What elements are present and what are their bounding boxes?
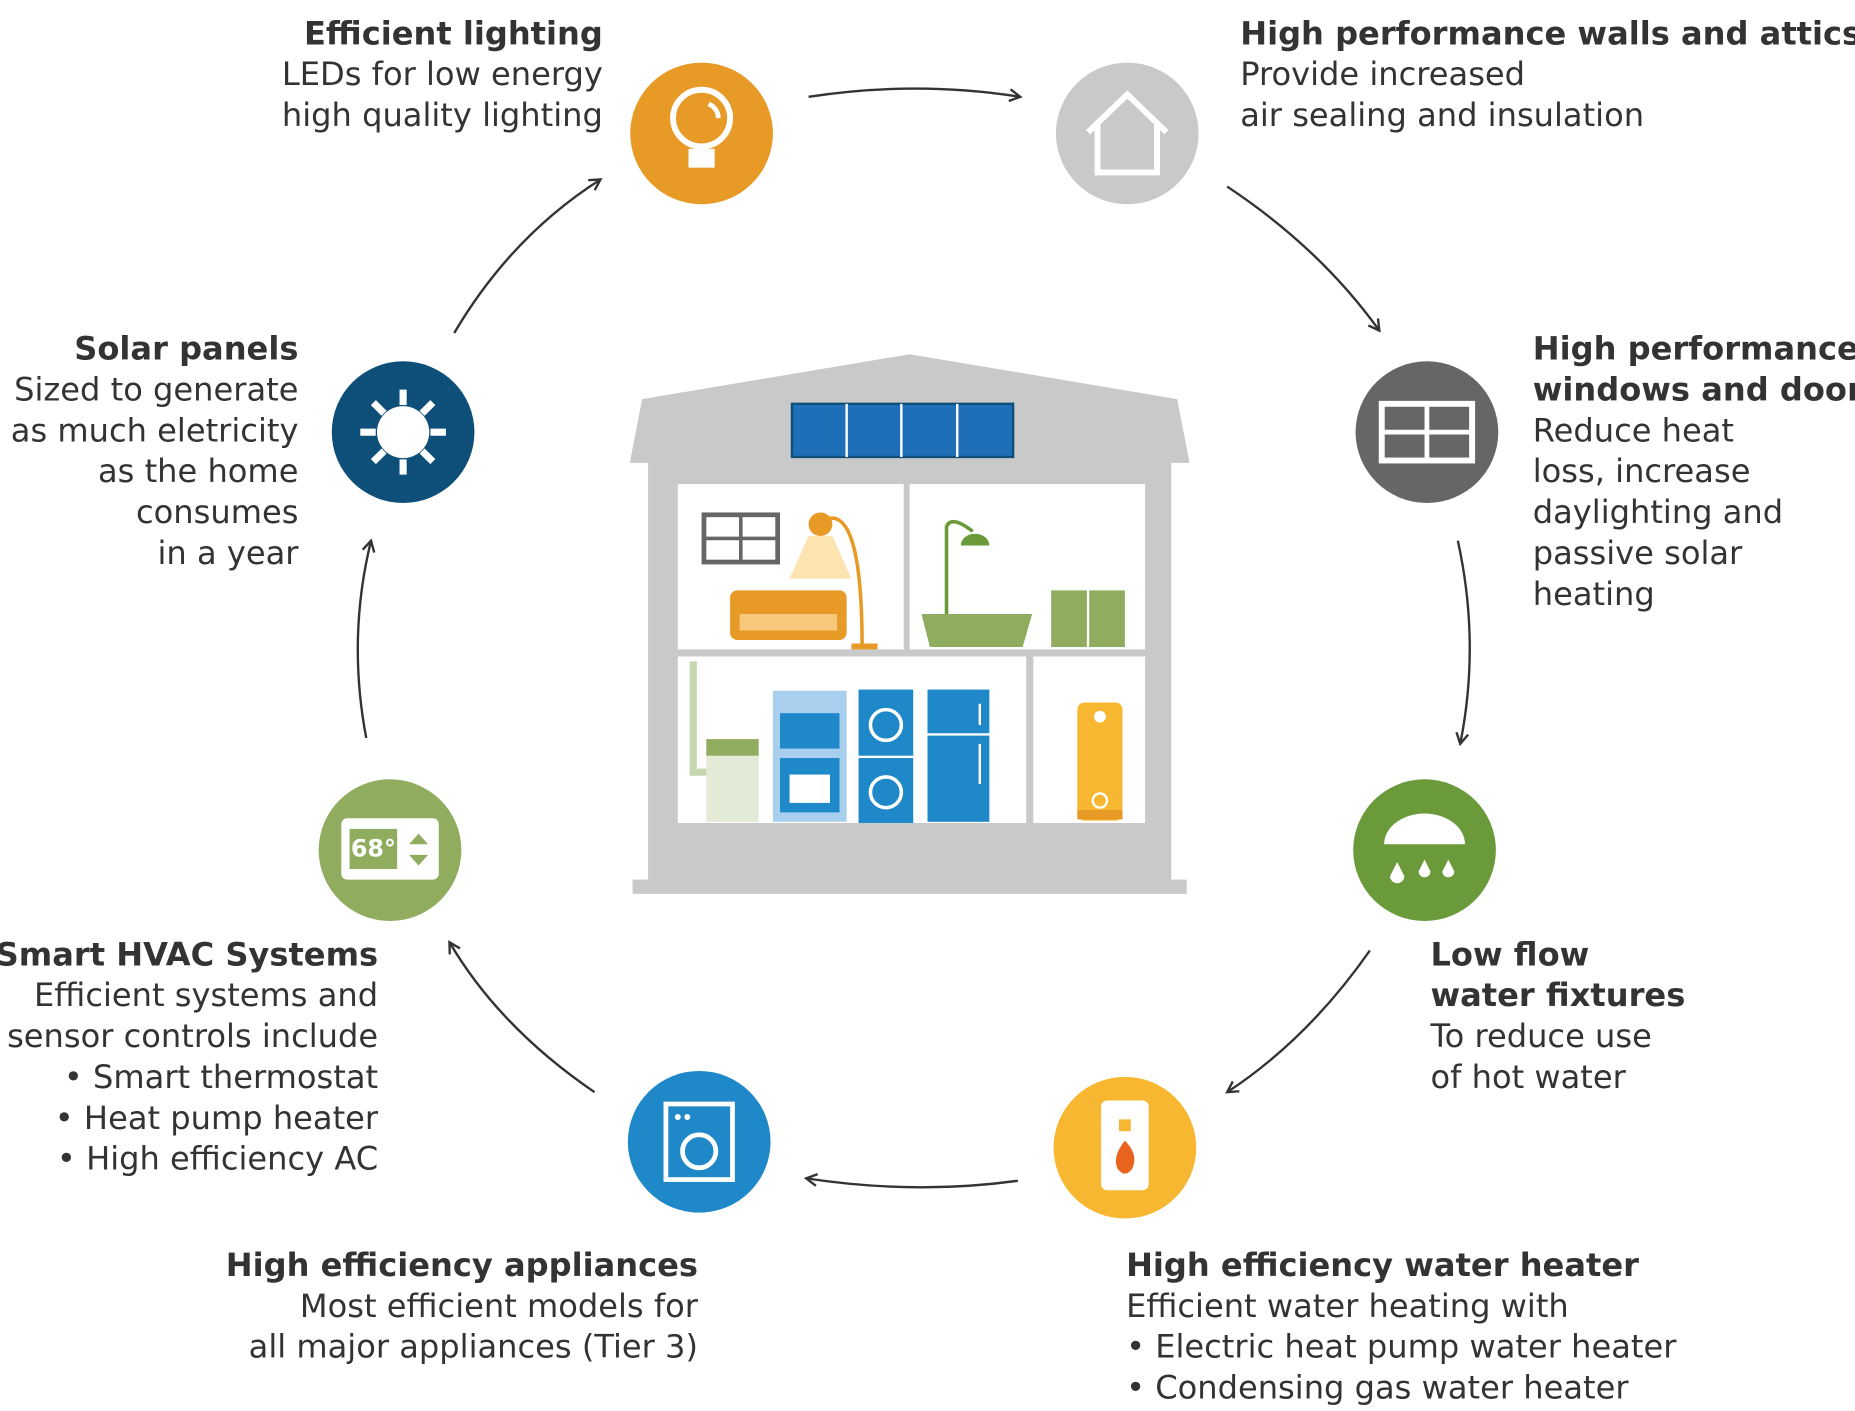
item-text: • Heat pump heater <box>55 1099 379 1137</box>
icons: 68° <box>318 62 1499 1219</box>
item-text: as much eletricity <box>11 411 299 449</box>
arrows <box>356 87 1471 1189</box>
item-title: Efficient lighting <box>304 14 603 52</box>
item-text: • High efficiency AC <box>57 1140 378 1178</box>
item-text: all major appliances (Tier 3) <box>249 1328 698 1366</box>
item-text: daylighting and <box>1533 493 1783 531</box>
house <box>630 354 1190 894</box>
item-text: LEDs for low energy <box>282 55 603 93</box>
item-text: passive solar <box>1533 534 1743 572</box>
item-text: high quality lighting <box>282 96 603 134</box>
item-text: sensor controls include <box>7 1017 378 1055</box>
item-text: in a year <box>158 534 300 572</box>
item-text: heating <box>1533 575 1655 613</box>
item-text: Sized to generate <box>14 371 298 409</box>
item-title: High efficiency water heater <box>1126 1246 1639 1284</box>
item-title: High performance walls and attics <box>1240 14 1855 52</box>
item-text: air sealing and insulation <box>1240 96 1644 134</box>
item-title: High performance <box>1533 330 1855 368</box>
item-text: Efficient systems and <box>34 976 378 1014</box>
item-text: loss, increase <box>1533 452 1751 490</box>
item-text: • Electric heat pump water heater <box>1126 1328 1677 1366</box>
item-text: as the home <box>98 452 298 490</box>
item-text: Provide increased <box>1240 55 1525 93</box>
item-text: consumes <box>136 493 298 531</box>
item-title: High efficiency appliances <box>226 1246 698 1284</box>
item-title: windows and doors <box>1533 371 1855 409</box>
item-text: of hot water <box>1430 1058 1626 1096</box>
item-text: To reduce use <box>1429 1017 1651 1055</box>
item-title: Solar panels <box>74 330 298 368</box>
item-text: • Condensing gas water heater <box>1126 1369 1629 1407</box>
thermostat-reading: 68° <box>351 835 396 863</box>
item-text: Reduce heat <box>1533 411 1734 449</box>
item-text: Most efficient models for <box>300 1287 699 1325</box>
item-title: Low flow <box>1430 935 1589 973</box>
item-text: Efficient water heating with <box>1126 1287 1569 1325</box>
item-title: water fixtures <box>1430 976 1685 1014</box>
item-text: • Smart thermostat <box>64 1058 378 1096</box>
item-title: Smart HVAC Systems <box>0 935 378 973</box>
